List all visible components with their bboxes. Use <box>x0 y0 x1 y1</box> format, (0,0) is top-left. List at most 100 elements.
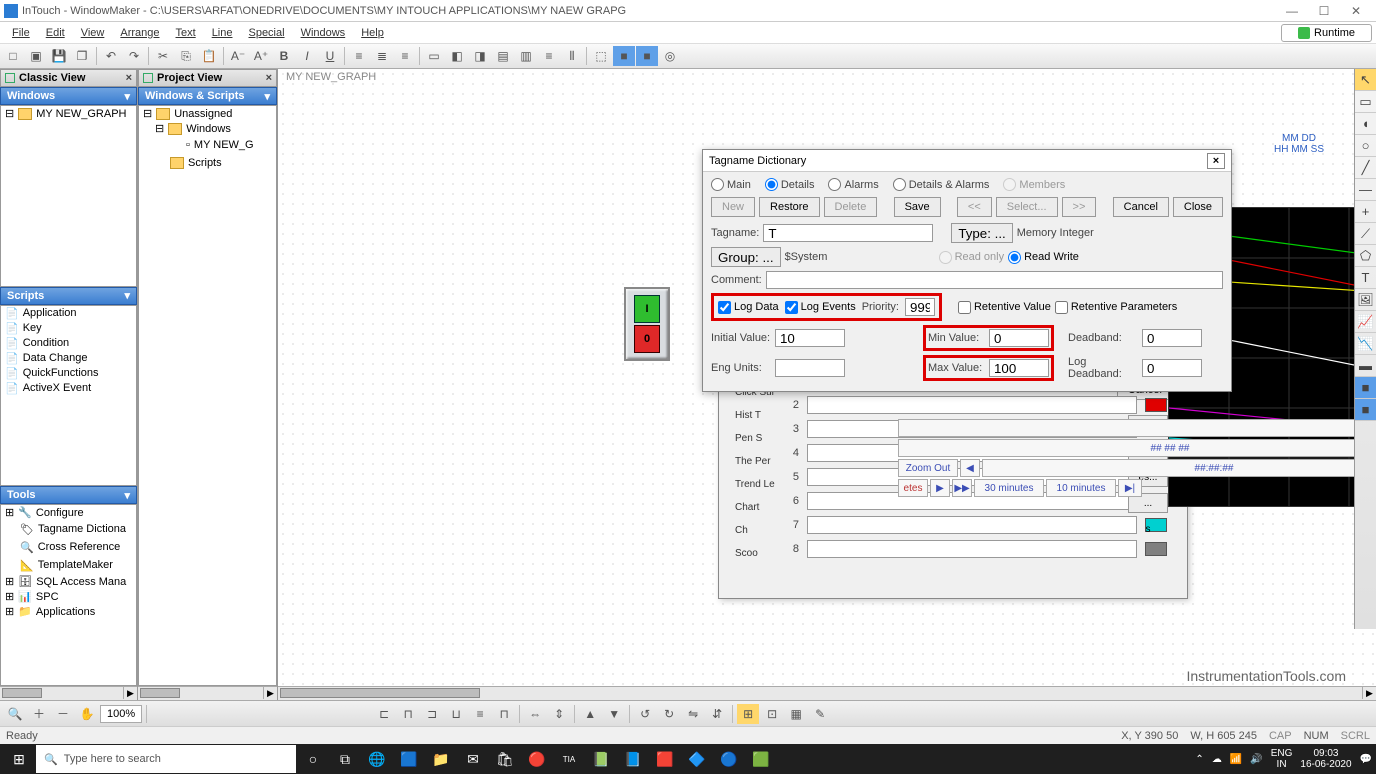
menu-special[interactable]: Special <box>240 25 292 41</box>
pen-input-2[interactable] <box>807 396 1137 414</box>
project-view-close-icon[interactable]: × <box>266 72 272 84</box>
log-data-check[interactable]: Log Data <box>718 301 779 314</box>
tool-e-icon[interactable]: ▥ <box>515 46 537 66</box>
tool-bold-icon[interactable]: B <box>273 46 295 66</box>
maxval-input[interactable] <box>989 359 1049 377</box>
restore-button[interactable]: Restore <box>759 197 820 217</box>
mid-hscroll[interactable]: ▶ <box>138 686 277 700</box>
flip-h-icon[interactable]: ⇋ <box>682 704 704 724</box>
plus-tool-icon[interactable]: + <box>1355 201 1376 223</box>
tree-scripts[interactable]: Scripts <box>139 154 276 172</box>
tool-h-icon[interactable]: ⬚ <box>590 46 612 66</box>
teamviewer-icon[interactable]: 🔵 <box>714 745 744 773</box>
close-dialog-button[interactable]: Close <box>1173 197 1223 217</box>
tool-paste-icon[interactable]: 📋 <box>198 46 220 66</box>
script-condition[interactable]: 📄Condition <box>1 336 136 351</box>
zoom-fit-icon[interactable]: 🔍 <box>4 704 26 724</box>
tray-wifi-icon[interactable]: 📶 <box>1230 754 1242 765</box>
tool-apps[interactable]: ⊞📁Applications <box>1 604 136 619</box>
align-c-icon[interactable]: ⊓ <box>397 704 419 724</box>
polygon-tool-icon[interactable]: ⬠ <box>1355 245 1376 267</box>
classic-view-header[interactable]: Classic View × <box>0 69 137 87</box>
thirty-min-button[interactable]: 30 minutes <box>974 479 1044 497</box>
taskview-icon[interactable]: ⧉ <box>330 745 360 773</box>
align-m-icon[interactable]: ≡ <box>469 704 491 724</box>
priority-input[interactable] <box>905 298 935 316</box>
word-icon[interactable]: 📘 <box>618 745 648 773</box>
menu-text[interactable]: Text <box>168 25 204 41</box>
tool-new-icon[interactable]: □ <box>2 46 24 66</box>
design-canvas[interactable]: MY NEW_GRAPH I 0 If the tag Click Sur Hi… <box>278 69 1376 700</box>
dist-v-icon[interactable]: ⇕ <box>548 704 570 724</box>
script-datachange[interactable]: 📄Data Change <box>1 351 136 366</box>
align-r-icon[interactable]: ⊐ <box>421 704 443 724</box>
align-b-icon[interactable]: ⊓ <box>493 704 515 724</box>
menu-help[interactable]: Help <box>353 25 392 41</box>
pen-color-swatch[interactable] <box>1145 542 1167 556</box>
grid-icon[interactable]: ⊞ <box>737 704 759 724</box>
tia-icon[interactable]: TIA <box>554 745 584 773</box>
tool-configure[interactable]: ⊞🔧Configure <box>1 505 136 520</box>
button-tool-icon[interactable]: ▬ <box>1355 355 1376 377</box>
project-view-header[interactable]: Project View × <box>138 69 277 87</box>
tool-align-right-icon[interactable]: ≡ <box>394 46 416 66</box>
trend-left-icon[interactable]: ◀ <box>960 459 980 477</box>
intouch-icon[interactable]: 🟩 <box>746 745 776 773</box>
close-button[interactable]: ✕ <box>1340 1 1372 21</box>
group-button[interactable]: Group: ... <box>711 247 781 267</box>
type-button[interactable]: Type: ... <box>951 223 1012 243</box>
zoom-out-icon[interactable]: － <box>52 704 74 724</box>
pen-row-2[interactable]: 2 <box>789 396 1167 414</box>
pen-color-swatch[interactable] <box>1145 398 1167 412</box>
tray-up-icon[interactable]: ⌃ <box>1195 754 1203 765</box>
menu-line[interactable]: Line <box>204 25 241 41</box>
dialog-titlebar[interactable]: Tagname Dictionary × <box>703 150 1231 172</box>
linecolor-icon[interactable]: ■ <box>1355 399 1376 421</box>
ws-panel-header[interactable]: Windows & Scripts ▾ <box>138 87 277 105</box>
retentive-value-check[interactable]: Retentive Value <box>958 301 1051 314</box>
tool-g-icon[interactable]: ⫴ <box>561 46 583 66</box>
tool-italic-icon[interactable]: I <box>296 46 318 66</box>
tool-undo-icon[interactable]: ↶ <box>100 46 122 66</box>
minval-input[interactable] <box>989 329 1049 347</box>
zoom-in-icon[interactable]: ＋ <box>28 704 50 724</box>
tool-copy-icon[interactable]: ⎘ <box>175 46 197 66</box>
radio-details-alarms[interactable]: Details & Alarms <box>893 178 990 191</box>
front-icon[interactable]: ▲ <box>579 704 601 724</box>
tools-panel-header[interactable]: Tools ▾ <box>0 486 137 504</box>
cortana-icon[interactable]: ○ <box>298 745 328 773</box>
tool-align-center-icon[interactable]: ≣ <box>371 46 393 66</box>
ellipse-tool-icon[interactable]: ○ <box>1355 135 1376 157</box>
tagname-input[interactable] <box>763 224 933 242</box>
pen-input-8[interactable] <box>807 540 1137 558</box>
tree-unassigned[interactable]: ⊟Unassigned <box>139 106 276 121</box>
tool-save-icon[interactable]: 💾 <box>48 46 70 66</box>
layout-icon[interactable]: ▦ <box>785 704 807 724</box>
initval-input[interactable] <box>775 329 845 347</box>
flip-v-icon[interactable]: ⇵ <box>706 704 728 724</box>
scripts-panel-header[interactable]: Scripts ▾ <box>0 287 137 305</box>
script-key[interactable]: 📄Key <box>1 321 136 336</box>
start-button[interactable]: ⊞ <box>4 745 34 773</box>
tool-font-plus-icon[interactable]: A⁺ <box>250 46 272 66</box>
tool-a-icon[interactable]: ▭ <box>423 46 445 66</box>
readwrite-radio[interactable]: Read Write <box>1008 251 1079 264</box>
fillcolor-icon[interactable]: ■ <box>1355 377 1376 399</box>
explorer-icon[interactable]: 📁 <box>426 745 456 773</box>
cancel-button[interactable]: Cancel <box>1113 197 1169 217</box>
tool-c-icon[interactable]: ◨ <box>469 46 491 66</box>
tool-template[interactable]: 📐TemplateMaker <box>1 556 136 574</box>
deadband-input[interactable] <box>1142 329 1202 347</box>
menu-edit[interactable]: Edit <box>38 25 73 41</box>
tool-open-icon[interactable]: ▣ <box>25 46 47 66</box>
tool-redo-icon[interactable]: ↷ <box>123 46 145 66</box>
zoom-out-button[interactable]: Zoom Out <box>898 459 958 477</box>
maximize-button[interactable]: ☐ <box>1308 1 1340 21</box>
tray-cloud-icon[interactable]: ☁ <box>1212 754 1222 765</box>
edge-icon[interactable]: 🟦 <box>394 745 424 773</box>
trend-etes[interactable]: etes <box>898 479 928 497</box>
tool-i-icon[interactable]: ◎ <box>659 46 681 66</box>
log-events-check[interactable]: Log Events <box>785 301 856 314</box>
menu-arrange[interactable]: Arrange <box>112 25 167 41</box>
pen-row-7[interactable]: 7 <box>789 516 1167 534</box>
